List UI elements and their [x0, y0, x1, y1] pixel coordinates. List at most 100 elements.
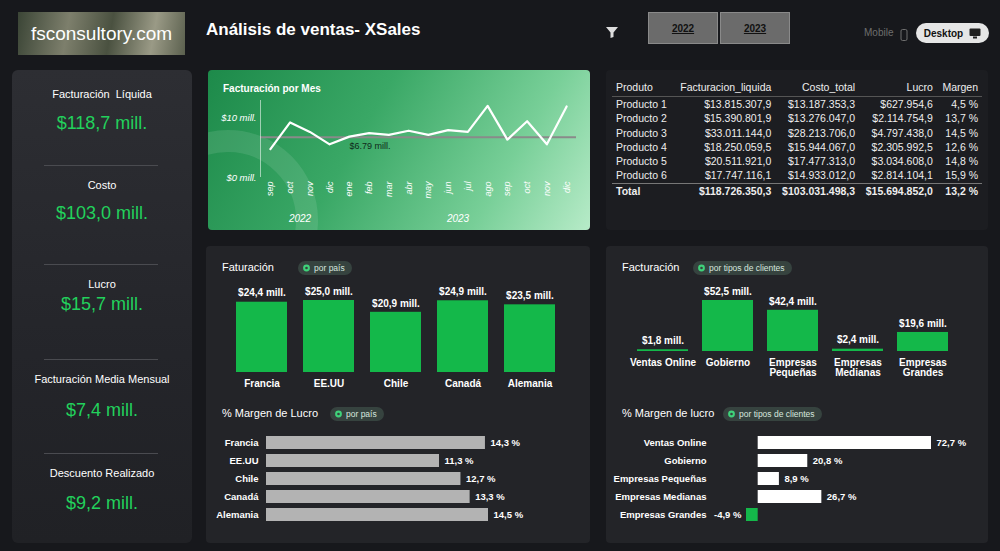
html-text:Producto 3: Producto 3 — [616, 126, 667, 139]
html-text:Análisis de ventas- XSales: Análisis de ventas- XSales — [206, 20, 421, 39]
html-text:$18.250.059,5: $18.250.059,5 — [704, 140, 772, 153]
svg-text:Alemania: Alemania — [508, 378, 553, 389]
svg-text:14,3 %: 14,3 % — [490, 437, 520, 448]
svg-text:$52,5 mill.: $52,5 mill. — [704, 286, 752, 297]
html-text:Producto 2: Producto 2 — [616, 112, 667, 125]
svg-text:$6.79 mill.: $6.79 mill. — [349, 141, 390, 151]
svg-text:2023: 2023 — [446, 213, 470, 224]
svg-text:ene: ene — [344, 182, 354, 197]
html-text:$15.694.852,0: $15.694.852,0 — [865, 184, 933, 197]
svg-text:Empresas Medianas: Empresas Medianas — [615, 491, 706, 502]
svg-text:Francia: Francia — [244, 378, 280, 389]
html-text:$118,7 mill.: $118,7 mill. — [56, 113, 148, 133]
svg-text:$2,4 mill.: $2,4 mill. — [837, 334, 879, 345]
svg-text:11,3 %: 11,3 % — [445, 455, 475, 466]
html-text:2022: 2022 — [671, 22, 695, 34]
svg-text:$0 mill.: $0 mill. — [225, 172, 256, 183]
html-text:$103.031.498,3: $103.031.498,3 — [782, 184, 856, 197]
html-text:$15,7 mill.: $15,7 mill. — [61, 294, 143, 314]
svg-text:$24,4 mill.: $24,4 mill. — [238, 287, 286, 298]
html-text:15,9 %: 15,9 % — [945, 169, 978, 182]
html-text:$4.797.438,0: $4.797.438,0 — [871, 126, 933, 139]
svg-text:8,9 %: 8,9 % — [784, 473, 809, 484]
html-text:14,5 %: 14,5 % — [945, 126, 978, 139]
svg-text:mar: mar — [384, 180, 394, 197]
html-text:$13.276.047,0: $13.276.047,0 — [788, 112, 856, 125]
html-text:Producto 4: Producto 4 — [616, 140, 667, 153]
svg-text:$24,9 mill.: $24,9 mill. — [439, 286, 487, 297]
html-text:13,7 %: 13,7 % — [945, 112, 978, 125]
html-text:$2.814.104,1: $2.814.104,1 — [871, 169, 933, 182]
html-text:$20.511.921,0: $20.511.921,0 — [704, 155, 772, 168]
svg-text:$23,5 mill.: $23,5 mill. — [506, 290, 554, 301]
svg-text:sep: sep — [265, 182, 275, 197]
svg-text:ago: ago — [483, 182, 493, 197]
svg-text:14,5 %: 14,5 % — [494, 509, 524, 520]
svg-text:dic: dic — [325, 181, 335, 193]
html-text:$103,0 mill.: $103,0 mill. — [56, 203, 148, 223]
svg-text:Gobierno: Gobierno — [706, 357, 750, 368]
svg-text:Empresas Grandes: Empresas Grandes — [620, 509, 707, 520]
svg-text:2022: 2022 — [288, 213, 312, 224]
svg-text:jun: jun — [443, 182, 453, 195]
svg-text:$1,8 mill.: $1,8 mill. — [642, 335, 684, 346]
svg-text:jul: jul — [463, 181, 473, 192]
html-text:$15.944.067,0: $15.944.067,0 — [788, 140, 856, 153]
html-text:$3.034.608,0: $3.034.608,0 — [871, 155, 933, 168]
svg-text:abr: abr — [404, 181, 414, 195]
svg-text:Francia: Francia — [225, 437, 260, 448]
svg-text:$42,4 mill.: $42,4 mill. — [769, 296, 817, 307]
svg-text:nov: nov — [542, 181, 552, 196]
svg-text:oct: oct — [285, 181, 295, 194]
html-text:$2.114.754,9: $2.114.754,9 — [872, 112, 933, 125]
html-text:Producto 5: Producto 5 — [616, 155, 667, 168]
html-text:$7,4 mill.: $7,4 mill. — [66, 400, 138, 420]
svg-text:Chile: Chile — [384, 378, 409, 389]
html-text:$15.390.801,9: $15.390.801,9 — [704, 112, 772, 125]
html-text:12,6 %: 12,6 % — [945, 140, 978, 153]
html-text:$2.305.992,5: $2.305.992,5 — [871, 140, 933, 153]
svg-text:EmpresasPequeñas: EmpresasPequeñas — [769, 357, 817, 378]
svg-text:20,8 %: 20,8 % — [813, 455, 843, 466]
html-text:$33.011.144,0: $33.011.144,0 — [704, 126, 772, 139]
svg-text:26,7 %: 26,7 % — [827, 491, 857, 502]
svg-text:Gobierno: Gobierno — [664, 455, 706, 466]
svg-text:72,7 %: 72,7 % — [937, 437, 967, 448]
html-text:$17.477.313,0: $17.477.313,0 — [788, 155, 856, 168]
svg-text:Ventas Online: Ventas Online — [644, 437, 707, 448]
svg-text:Canadá: Canadá — [445, 378, 482, 389]
svg-text:$10 mill.: $10 mill. — [220, 112, 256, 123]
html-text:2023: 2023 — [743, 22, 767, 34]
svg-text:EE.UU: EE.UU — [314, 378, 345, 389]
svg-text:$25,0 mill.: $25,0 mill. — [305, 286, 353, 297]
html-text:13,2 %: 13,2 % — [945, 184, 978, 197]
svg-text:EmpresasMedianas: EmpresasMedianas — [834, 357, 882, 378]
svg-text:Alemania: Alemania — [216, 509, 259, 520]
html-text:$14.933.012,0: $14.933.012,0 — [788, 169, 856, 182]
html-text:fsconsultory.com: fsconsultory.com — [30, 22, 173, 44]
svg-text:dic: dic — [562, 181, 572, 193]
svg-text:Empresas Pequeñas: Empresas Pequeñas — [614, 473, 707, 484]
svg-text:may: may — [423, 181, 433, 199]
html-text:$9,2 mill.: $9,2 mill. — [66, 493, 138, 513]
svg-text:EE.UU: EE.UU — [229, 455, 258, 466]
svg-text:feb: feb — [364, 182, 374, 195]
svg-text:oct: oct — [522, 181, 532, 194]
svg-text:12,7 %: 12,7 % — [466, 473, 496, 484]
svg-text:$19,6 mill.: $19,6 mill. — [899, 318, 947, 329]
svg-text:$20,9 mill.: $20,9 mill. — [372, 298, 420, 309]
html-text:$17.747.116,1: $17.747.116,1 — [704, 169, 772, 182]
html-text:Total: Total — [616, 184, 641, 197]
svg-text:Chile: Chile — [235, 473, 258, 484]
html-text:$118.726.350,3: $118.726.350,3 — [698, 184, 772, 197]
svg-text:sep: sep — [502, 182, 512, 197]
svg-text:13,3 %: 13,3 % — [475, 491, 505, 502]
svg-text:nov: nov — [305, 181, 315, 196]
svg-text:-4,9 %: -4,9 % — [714, 509, 742, 520]
svg-text:Ventas Online: Ventas Online — [630, 357, 697, 368]
html-text:14,8 %: 14,8 % — [945, 155, 978, 168]
svg-text:EmpresasGrandes: EmpresasGrandes — [899, 357, 947, 378]
html-text:Producto 6: Producto 6 — [616, 169, 667, 182]
svg-text:Canadá: Canadá — [224, 491, 259, 502]
html-text:$28.213.706,0: $28.213.706,0 — [788, 126, 856, 139]
